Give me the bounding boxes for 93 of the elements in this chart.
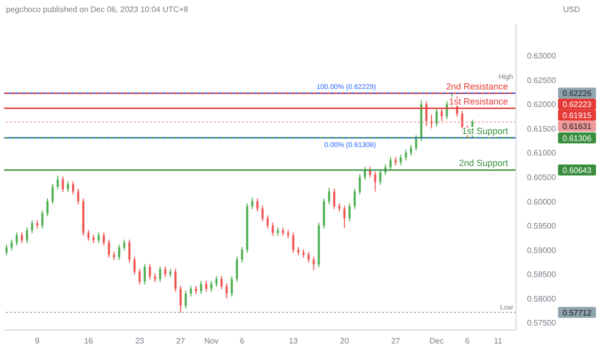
- candlestick: [440, 108, 443, 122]
- candlestick: [436, 108, 438, 127]
- candlestick: [256, 198, 258, 212]
- x-tick-label: 9: [35, 336, 40, 346]
- candlestick: [46, 198, 49, 217]
- x-tick-label: 27: [391, 336, 401, 346]
- y-tick-label: 0.61000: [527, 148, 556, 158]
- candlestick: [26, 227, 28, 244]
- candlestick: [379, 168, 382, 186]
- candlestick: [272, 222, 274, 236]
- candlestick: [220, 276, 223, 290]
- candlestick: [226, 282, 228, 299]
- y-tick-label: 0.63000: [527, 52, 556, 61]
- candlestick: [312, 256, 315, 271]
- candlestick: [389, 156, 392, 171]
- x-tick-label: 11: [494, 336, 503, 346]
- x-tick-label: 23: [135, 336, 145, 346]
- candlestick: [72, 180, 74, 195]
- candlestick: [164, 266, 166, 278]
- candlestick: [404, 149, 407, 161]
- candlestick: [16, 232, 18, 246]
- text: 0.60643: [562, 166, 592, 176]
- candlestick: [354, 188, 356, 210]
- text: 0.61631: [562, 122, 592, 132]
- candlestick: [52, 183, 54, 205]
- candlestick: [343, 205, 346, 228]
- y-tick-label: 0.62000: [527, 100, 556, 110]
- text: 0.57712: [562, 308, 592, 318]
- candlestick: [240, 246, 244, 263]
- candlestick: [251, 196, 254, 210]
- candlestick: [148, 263, 151, 280]
- ref-line-label: 2nd Resistance: [446, 81, 508, 92]
- candlestick: [159, 266, 162, 282]
- candlestick: [128, 239, 130, 263]
- candlestick: [308, 251, 310, 263]
- candlestick: [328, 187, 330, 205]
- text: 0.61306: [562, 134, 592, 143]
- candlestick: [236, 256, 238, 282]
- x-tick-label: 13: [288, 336, 298, 346]
- x-tick-label: 6: [240, 336, 245, 346]
- candlestick: [144, 263, 146, 285]
- candlestick: [138, 268, 141, 285]
- candlestick: [261, 205, 264, 222]
- candlestick: [77, 188, 80, 205]
- x-tick-label: 6: [465, 336, 470, 346]
- candlestick: [118, 244, 120, 261]
- candlestick: [215, 276, 218, 288]
- candlestick: [205, 280, 208, 292]
- y-axis-title: USD: [563, 4, 580, 14]
- candlestick: [266, 214, 269, 229]
- candlestick: [180, 285, 182, 314]
- candlestick: [174, 268, 177, 292]
- candlestick: [200, 280, 202, 295]
- y-tick-label: 0.60500: [527, 173, 556, 182]
- y-tick-label: 0.59500: [527, 222, 556, 231]
- candlestick: [374, 171, 376, 192]
- y-tick-label: 0.62500: [527, 76, 556, 85]
- x-tick-label: 16: [84, 336, 94, 346]
- candlestick: [358, 174, 361, 195]
- candlestick: [10, 239, 13, 251]
- candlestick: [123, 239, 126, 251]
- text: 0.61915: [562, 111, 592, 120]
- y-tick-label: 0.59000: [527, 246, 556, 255]
- candlestick: [333, 188, 336, 210]
- candlestick: [230, 276, 233, 297]
- x-tick-label: Nov: [204, 336, 218, 346]
- x-tick-label: 27: [176, 336, 186, 346]
- ref-line-label: 2nd Support: [458, 158, 508, 168]
- candlestick: [31, 220, 34, 234]
- candlestick: [184, 290, 187, 310]
- candlestick: [292, 232, 294, 254]
- y-tick-label: 0.58000: [527, 294, 556, 304]
- y-tick-label: 0.58500: [527, 270, 556, 280]
- y-tick-label: 0.61500: [527, 124, 556, 134]
- candlestick: [108, 239, 110, 258]
- candlestick: [348, 202, 351, 222]
- candlestick: [461, 110, 464, 132]
- candlestick: [133, 256, 136, 276]
- candlestick: [5, 244, 8, 256]
- candlestick: [400, 154, 402, 166]
- candlestick: [56, 175, 59, 190]
- y-tick-label: 0.60000: [527, 197, 556, 206]
- text: 0.62226: [562, 89, 592, 98]
- candlestick: [62, 176, 64, 193]
- x-tick-label: Dec: [430, 336, 444, 346]
- candlestick: [41, 210, 44, 229]
- chart-title: pegchoco published on Dec 06, 2023 10:04 UTC+8: [6, 4, 188, 14]
- candlestick: [190, 285, 192, 297]
- x-tick-label: 20: [340, 336, 350, 346]
- y-tick-label: 0.57500: [527, 318, 556, 328]
- candlestick: [102, 232, 105, 246]
- text: 0.62223: [562, 100, 592, 110]
- candlestick: [415, 134, 418, 152]
